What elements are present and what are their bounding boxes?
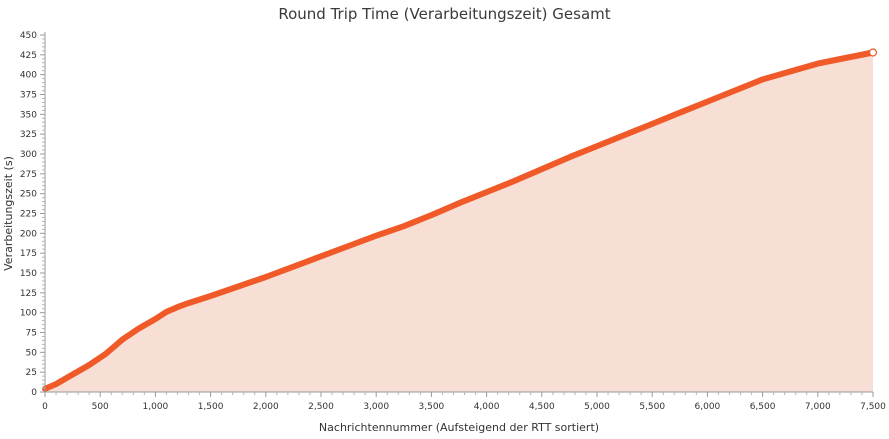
plot-area: [42, 48, 878, 392]
data-point: [208, 293, 213, 299]
data-point: [622, 132, 627, 138]
x-tick-label: 500: [92, 402, 109, 412]
y-axis-title: Verarbeitungszeit (s): [2, 156, 15, 271]
y-tick-label: 125: [20, 289, 37, 299]
data-point: [760, 77, 765, 82]
x-tick-label: 4,000: [474, 402, 500, 412]
y-tick-label: 175: [20, 249, 37, 259]
y-tick-label: 0: [31, 388, 37, 398]
data-point: [484, 189, 489, 195]
data-point: [153, 316, 158, 322]
x-axis-ticks: 0 500 1,000 1,500 2,000 2,500 3,000 3,500 4,000 4…: [42, 392, 886, 412]
x-tick-label: 2,500: [308, 402, 334, 412]
y-tick-label: 150: [20, 269, 37, 279]
x-tick-label: 5,500: [639, 402, 665, 412]
data-point: [53, 381, 59, 387]
data-point: [70, 372, 75, 377]
y-tick-label: 400: [20, 71, 37, 81]
y-axis-ticks: 0 25 50 75 100 125 150 175 200 225 250 275 300 325 350…: [20, 31, 45, 398]
y-tick-label: 225: [20, 210, 37, 220]
y-tick-label: 375: [20, 91, 37, 101]
data-point: [732, 88, 738, 93]
data-point: [843, 55, 848, 61]
y-tick-label: 25: [26, 368, 37, 378]
series-line: [42, 49, 876, 392]
data-point: [677, 110, 682, 115]
y-tick-label: 350: [20, 110, 37, 120]
y-tick-label: 200: [20, 229, 37, 239]
x-tick-label: 1,000: [143, 402, 169, 412]
data-point: [705, 99, 710, 104]
x-tick-label: 0: [42, 402, 48, 412]
y-tick-label: 50: [26, 348, 38, 358]
x-tick-label: 3,500: [419, 402, 445, 412]
y-tick-label: 275: [20, 170, 37, 180]
data-point: [164, 309, 169, 315]
x-tick-label: 3,000: [363, 402, 389, 412]
data-point: [650, 121, 655, 127]
x-tick-label: 4,500: [529, 402, 555, 412]
data-point: [594, 143, 600, 149]
x-tick-label: 6,500: [750, 402, 776, 412]
data-point: [120, 337, 125, 342]
data-point: [512, 178, 517, 184]
y-tick-label: 300: [20, 150, 37, 160]
x-tick-label: 5,000: [584, 402, 610, 412]
data-point: [236, 284, 241, 289]
x-tick-label: 7,000: [805, 402, 831, 412]
data-point: [87, 362, 92, 368]
y-tick-label: 100: [20, 309, 37, 319]
data-point: [186, 300, 191, 306]
data-point: [788, 69, 793, 74]
data-point: [291, 264, 296, 269]
data-point: [175, 304, 180, 310]
data-point: [815, 61, 820, 66]
y-tick-label: 425: [20, 51, 37, 61]
data-point: [456, 201, 462, 206]
x-tick-label: 6,000: [695, 402, 721, 412]
data-point: [103, 351, 108, 357]
end-point-marker: [868, 48, 878, 57]
x-tick-label: 1,500: [198, 402, 224, 412]
data-point: [318, 254, 324, 259]
data-point: [401, 224, 406, 229]
x-tick-label: 7,500: [860, 402, 886, 412]
chart-title: Round Trip Time (Verarbeitungszeit) Gesa…: [278, 5, 611, 23]
data-point: [263, 274, 268, 280]
x-tick-label: 2,000: [253, 402, 279, 412]
series-area-fill: [45, 52, 873, 392]
data-point: [346, 243, 351, 249]
y-tick-label: 75: [26, 329, 37, 339]
x-axis-title: Nachrichtennummer (Aufsteigend der RTT s…: [319, 421, 599, 434]
data-point: [429, 212, 434, 218]
y-tick-label: 450: [20, 31, 37, 41]
y-tick-label: 325: [20, 130, 37, 140]
data-point: [136, 326, 141, 331]
data-point: [567, 155, 572, 160]
data-point: [374, 233, 379, 238]
data-point: [539, 166, 544, 172]
y-tick-label: 250: [20, 190, 37, 200]
